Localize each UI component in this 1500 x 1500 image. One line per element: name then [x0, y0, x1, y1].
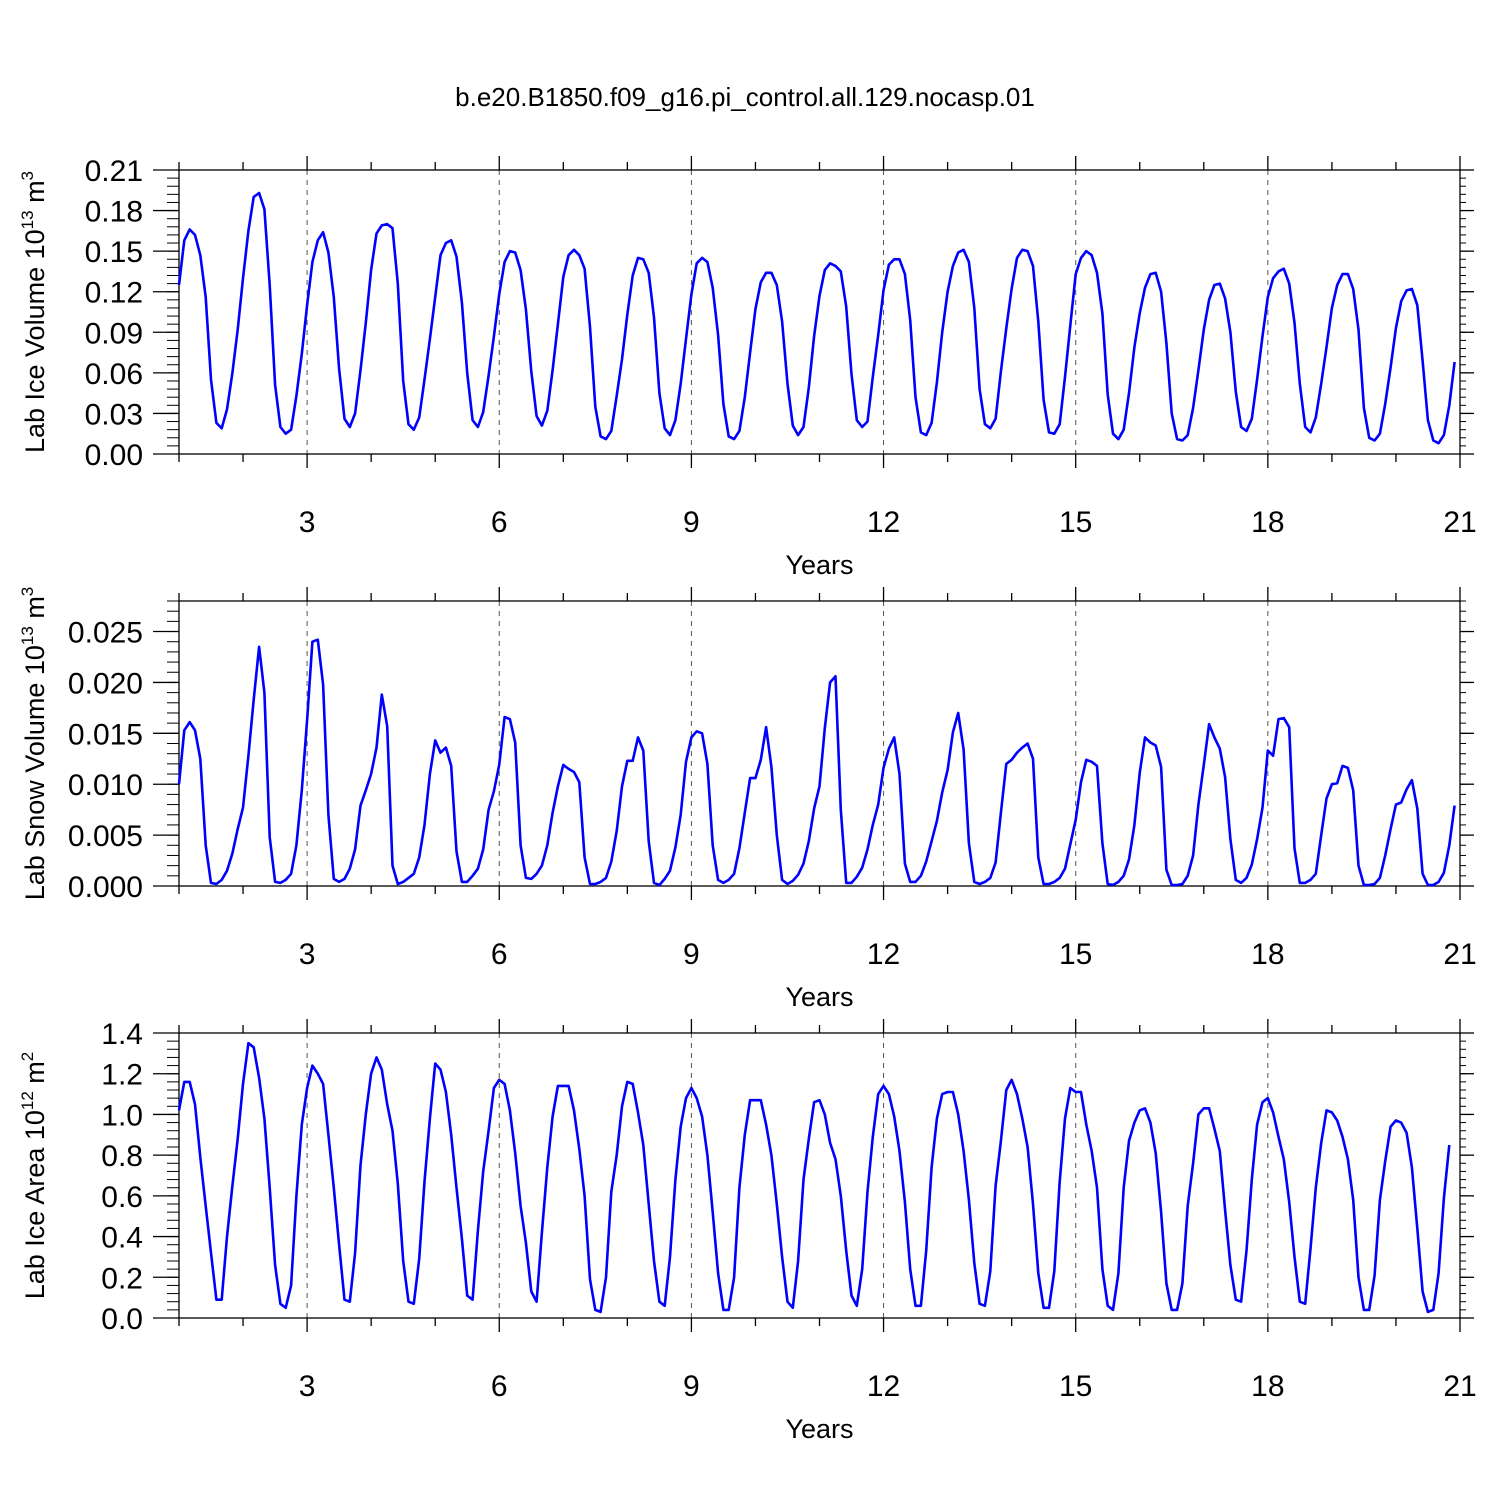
y-tick-label: 0.15: [85, 236, 143, 269]
y-axis-title-part: Lab Ice Area 10: [20, 1110, 50, 1299]
y-axis-title-superscript: 12: [18, 1091, 37, 1110]
y-axis-title-part: m: [20, 596, 50, 626]
x-tick-label: 3: [299, 1370, 316, 1403]
y-axis-title-superscript: 3: [18, 587, 37, 596]
x-tick-label: 18: [1251, 506, 1284, 539]
y-axis-title-part: m: [20, 1061, 50, 1091]
y-tick-label: 0.0: [101, 1303, 143, 1336]
x-tick-label: 6: [491, 938, 508, 971]
y-tick-label: 0.025: [68, 617, 143, 650]
x-tick-label: 3: [299, 938, 316, 971]
x-tick-label: 12: [867, 1370, 900, 1403]
y-axis-title: Lab Snow Volume 1013 m3: [18, 587, 50, 901]
x-axis-title: Years: [785, 982, 853, 1012]
y-tick-label: 0.03: [85, 398, 143, 431]
series-line: [177, 191, 1456, 445]
y-tick-label: 0.015: [68, 718, 143, 751]
y-tick-label: 0.4: [101, 1222, 143, 1255]
series-line: [177, 1041, 1451, 1314]
x-tick-label: 9: [683, 1370, 700, 1403]
x-tick-label: 18: [1251, 1370, 1284, 1403]
x-tick-label: 3: [299, 506, 316, 539]
y-tick-label: 0.2: [101, 1262, 143, 1295]
y-axis-title: Lab Ice Area 1012 m2: [18, 1052, 50, 1300]
x-tick-label: 12: [867, 938, 900, 971]
x-axis-title: Years: [785, 550, 853, 580]
x-tick-label: 9: [683, 938, 700, 971]
y-tick-label: 0.8: [101, 1140, 143, 1173]
panels: 3 6 9 12 15 18 210.000.030.060.090.120.150.180…: [18, 155, 1477, 1444]
y-axis-title-superscript: 13: [18, 626, 37, 645]
y-tick-label: 0.005: [68, 820, 143, 853]
y-axis-title-superscript: 2: [18, 1052, 37, 1061]
x-tick-label: 15: [1059, 1370, 1092, 1403]
y-tick-label: 0.6: [101, 1181, 143, 1214]
y-tick-label: 0.000: [68, 871, 143, 904]
y-axis-title: Lab Ice Volume 1013 m3: [18, 171, 50, 453]
y-axis-title-superscript: 3: [18, 171, 37, 180]
y-tick-label: 0.18: [85, 196, 143, 229]
y-tick-label: 0.020: [68, 667, 143, 700]
x-axis-title: Years: [785, 1414, 853, 1444]
y-axis-title-part: Lab Ice Volume 10: [20, 229, 50, 453]
x-tick-label: 6: [491, 506, 508, 539]
x-tick-label: 15: [1059, 938, 1092, 971]
y-tick-label: 1.2: [101, 1059, 143, 1092]
y-tick-label: 0.21: [85, 155, 143, 188]
x-tick-label: 9: [683, 506, 700, 539]
y-tick-label: 0.06: [85, 358, 143, 391]
panel-1: 3 6 9 12 15 18 21 0.00 0.03 0.06 0.09 0.12 0.15 0.18 0…: [18, 155, 1477, 580]
panel-2: 3 6 9 12 15 18 21 0.000 0.005 0.010 0.015 0.020 0.02…: [18, 587, 1477, 1012]
chart-title: b.e20.B1850.f09_g16.pi_control.all.129.n…: [455, 82, 1035, 112]
y-axis-title-part: Lab Snow Volume 10: [20, 645, 50, 900]
y-tick-label: 0.00: [85, 439, 143, 472]
x-tick-label: 15: [1059, 506, 1092, 539]
x-tick-label: 12: [867, 506, 900, 539]
y-tick-label: 1.4: [101, 1018, 143, 1051]
x-tick-label: 18: [1251, 938, 1284, 971]
x-tick-label: 21: [1443, 938, 1476, 971]
panel-3: 3 6 9 12 15 18 21 0.0 0.2 0.4 0.6 0.8 1.0 1.2 1.4 Years…: [18, 1018, 1477, 1444]
x-tick-label: 6: [491, 1370, 508, 1403]
x-tick-label: 21: [1443, 1370, 1476, 1403]
y-axis-title-superscript: 13: [18, 210, 37, 229]
y-tick-label: 1.0: [101, 1099, 143, 1132]
x-tick-label: 21: [1443, 506, 1476, 539]
series-line: [177, 638, 1456, 887]
y-axis-title-part: m: [20, 180, 50, 210]
y-tick-label: 0.010: [68, 769, 143, 802]
y-tick-label: 0.09: [85, 317, 143, 350]
y-tick-label: 0.12: [85, 277, 143, 310]
